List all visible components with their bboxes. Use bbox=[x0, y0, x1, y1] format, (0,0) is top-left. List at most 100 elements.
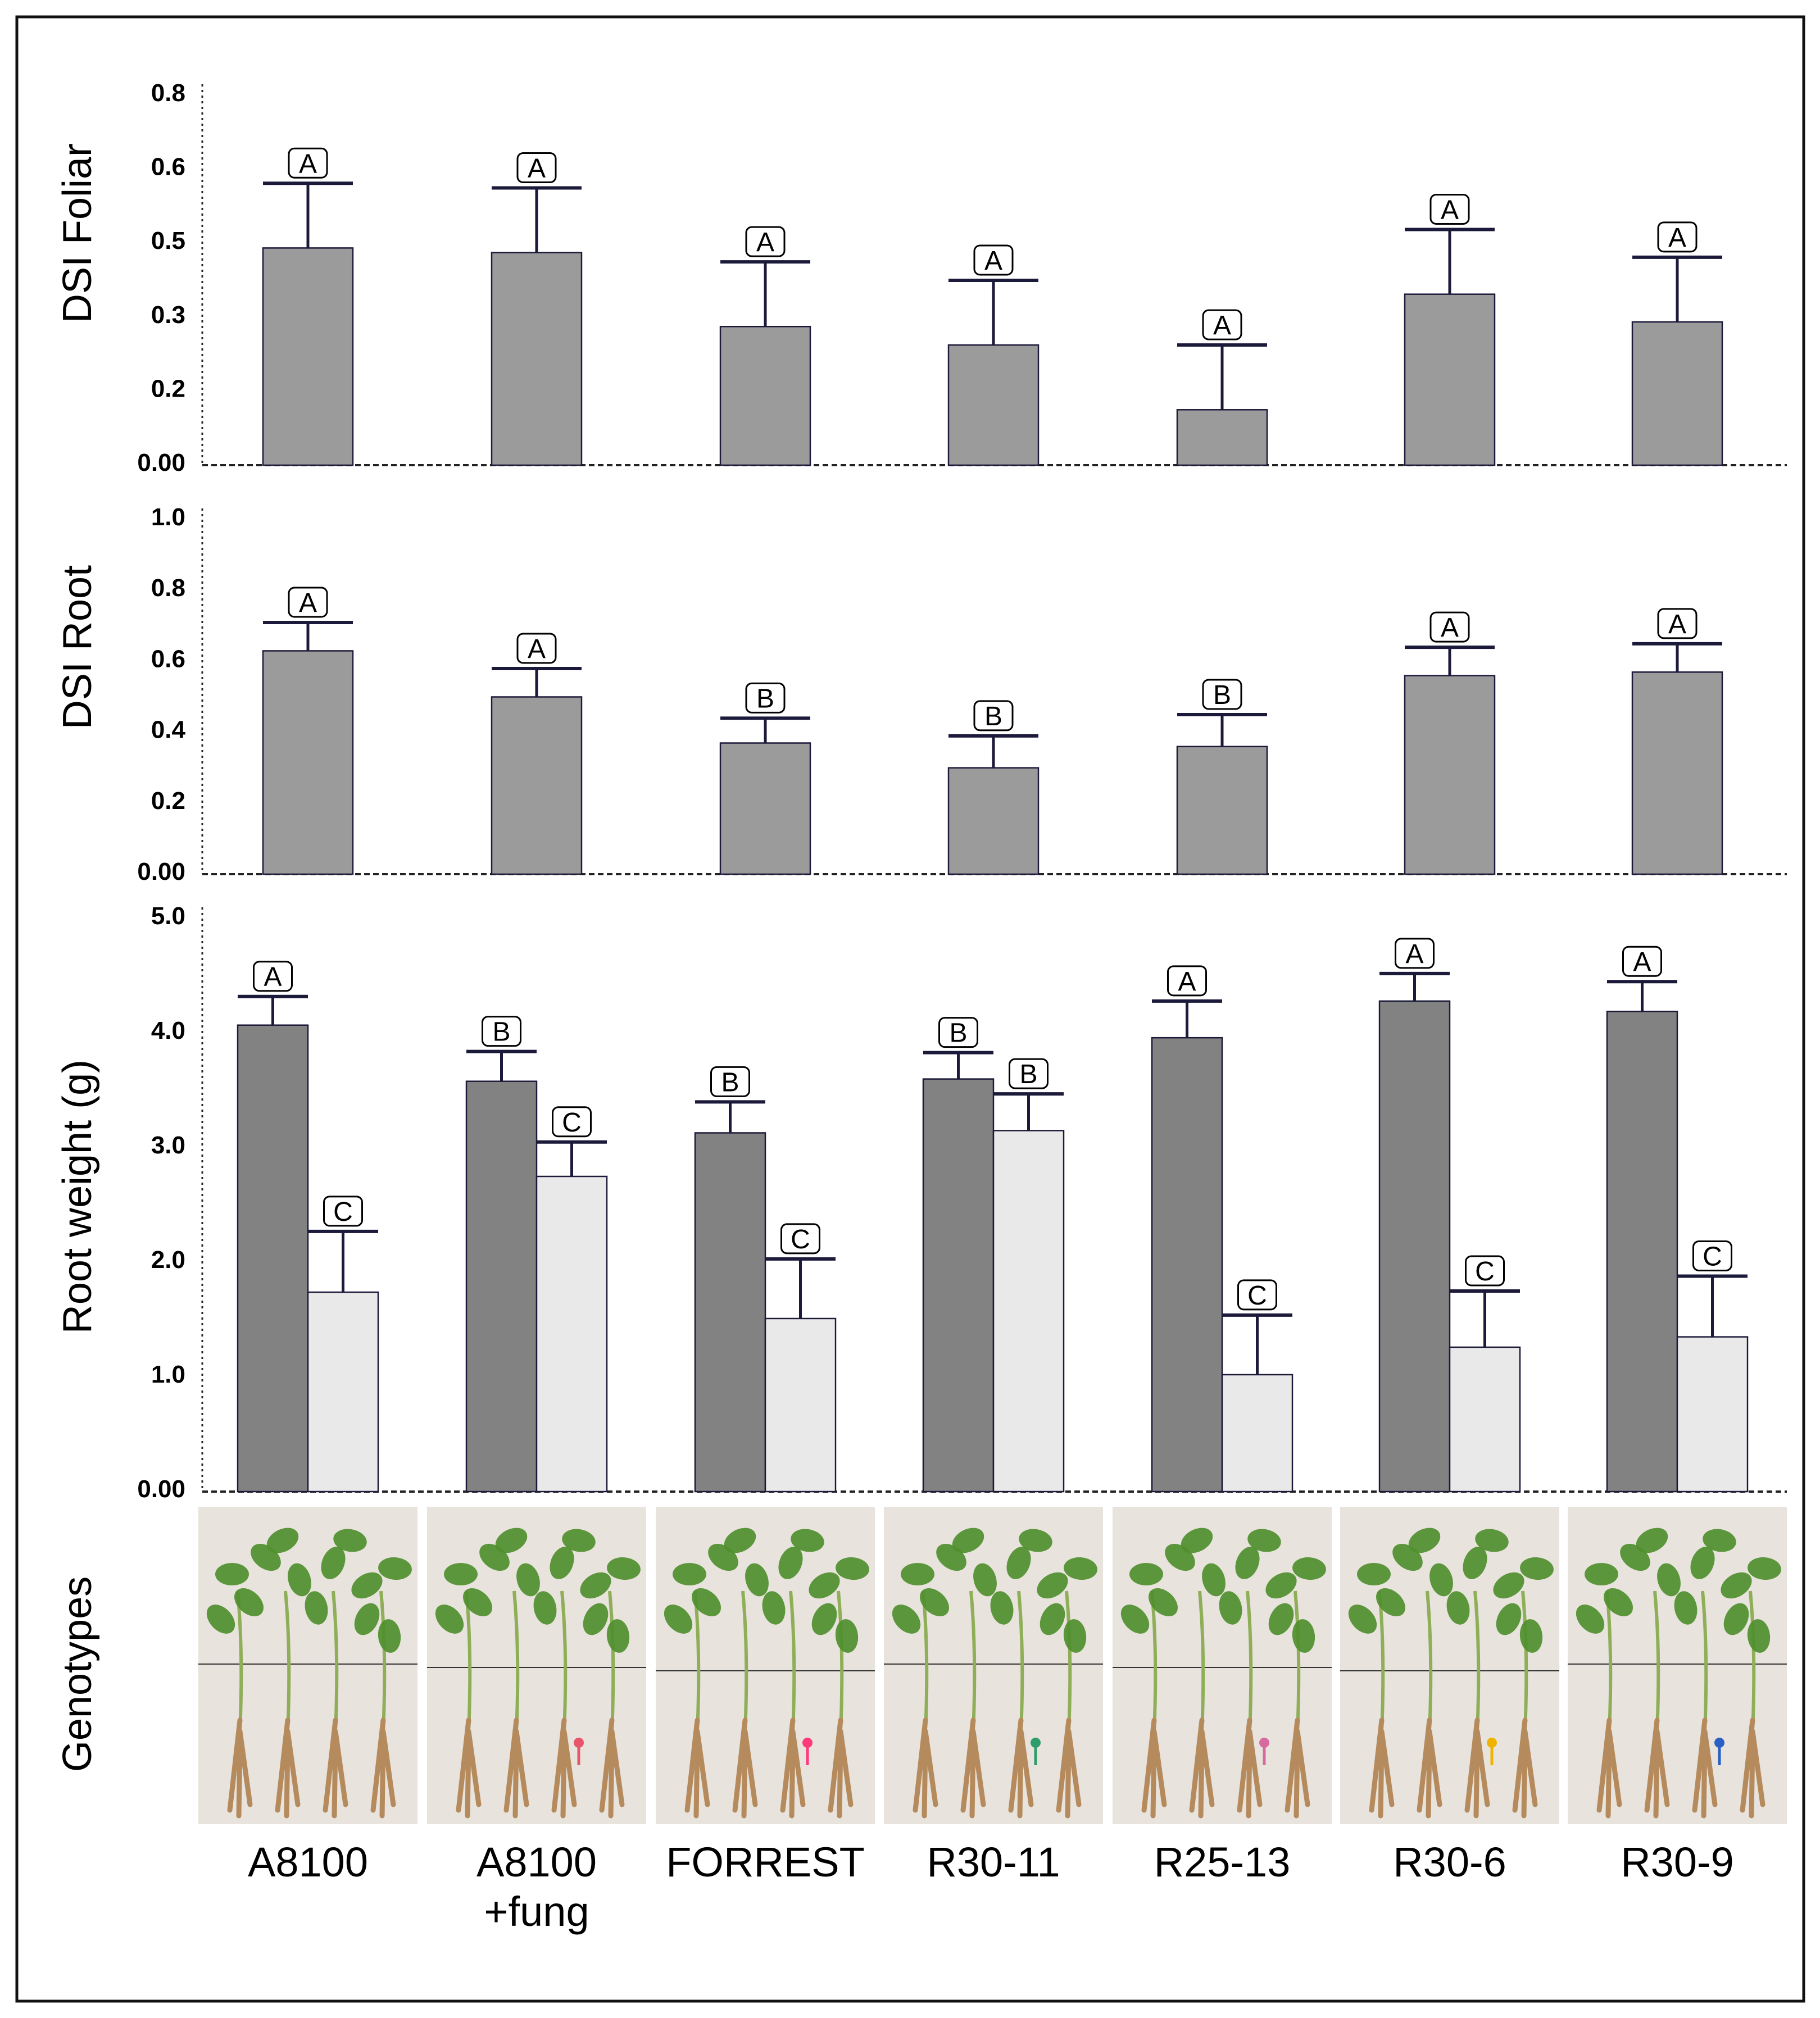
plant-leaf bbox=[562, 1529, 596, 1552]
plant-leaf bbox=[206, 1605, 235, 1634]
plant-root bbox=[1141, 1717, 1167, 1819]
significance-box bbox=[516, 633, 557, 664]
plant-leaf bbox=[1247, 1529, 1281, 1552]
plant-stem bbox=[1017, 1590, 1024, 1732]
plant-leaf bbox=[288, 1563, 311, 1597]
significance-letter: C bbox=[1475, 1257, 1495, 1287]
plant-root bbox=[1056, 1717, 1082, 1819]
plant-tag-head bbox=[802, 1738, 813, 1748]
significance-box bbox=[973, 700, 1014, 731]
plant-root bbox=[1285, 1717, 1310, 1819]
bar bbox=[1176, 409, 1268, 466]
plant-root bbox=[1369, 1717, 1395, 1819]
plant-leaf bbox=[664, 1605, 693, 1634]
y-tick-label: 0.3 bbox=[151, 301, 185, 329]
plant-leaf bbox=[1721, 1572, 1752, 1599]
bar bbox=[1404, 675, 1496, 875]
plant-leaf bbox=[1723, 1603, 1749, 1635]
significance-letter: B bbox=[949, 1019, 967, 1048]
plant-stem bbox=[512, 1590, 520, 1732]
plant-leaf bbox=[1019, 1529, 1052, 1552]
plant-root bbox=[1464, 1717, 1490, 1819]
plant-stem bbox=[608, 1590, 615, 1732]
plant-leaf bbox=[351, 1572, 383, 1599]
bar bbox=[719, 326, 811, 466]
plant-leaf bbox=[354, 1603, 380, 1635]
significance-letter: A bbox=[1668, 223, 1686, 253]
plant-leaf bbox=[1120, 1605, 1150, 1634]
plant-leaf bbox=[835, 1619, 859, 1653]
plant-leaf bbox=[1446, 1591, 1470, 1625]
plant-root bbox=[732, 1717, 758, 1819]
genotype-photos bbox=[198, 1507, 1787, 1824]
plant-stem bbox=[1065, 1590, 1072, 1732]
bar bbox=[1151, 1037, 1223, 1493]
significance-letter: B bbox=[756, 684, 774, 713]
plant-leaf bbox=[516, 1563, 540, 1597]
plant-root bbox=[684, 1717, 710, 1819]
bar bbox=[1631, 671, 1723, 875]
plant-root bbox=[370, 1717, 396, 1819]
plant-stem bbox=[741, 1590, 748, 1732]
significance-letter: B bbox=[1019, 1060, 1037, 1089]
plant-stem bbox=[1473, 1590, 1481, 1732]
plant-tag-head bbox=[1714, 1738, 1724, 1748]
plant-leaf bbox=[234, 1588, 264, 1616]
plant-leaf bbox=[583, 1603, 609, 1635]
plant-stem bbox=[1521, 1590, 1528, 1732]
bar bbox=[764, 1317, 837, 1493]
plant-leaf bbox=[1357, 1563, 1391, 1585]
significance-box bbox=[745, 682, 786, 713]
plant-leaf bbox=[791, 1529, 824, 1552]
significance-box bbox=[482, 1016, 521, 1047]
plant-leaf bbox=[1129, 1563, 1163, 1585]
plant-leaf bbox=[1063, 1619, 1087, 1653]
significance-letter: B bbox=[721, 1067, 739, 1097]
plant-leaf bbox=[435, 1605, 464, 1634]
significance-letter: A bbox=[1405, 939, 1423, 969]
ylabel-root-weight: Root weight (g) bbox=[55, 1060, 100, 1334]
plant-leaf bbox=[919, 1588, 950, 1616]
significance-letter: B bbox=[1213, 680, 1231, 710]
plant-leaf bbox=[444, 1563, 478, 1585]
plant-tag-head bbox=[1259, 1738, 1269, 1748]
plant-leaf bbox=[1585, 1563, 1618, 1585]
plant-leaf bbox=[550, 1547, 574, 1579]
bar bbox=[992, 1130, 1065, 1493]
y-tick-label: 0.4 bbox=[151, 716, 186, 744]
significance-letter: C bbox=[562, 1108, 582, 1138]
plant-root bbox=[1417, 1717, 1442, 1819]
genotype-label: A8100 bbox=[248, 1839, 368, 1885]
plant-root bbox=[323, 1717, 348, 1819]
y-tick-label: 0.8 bbox=[151, 79, 185, 107]
significance-letter: A bbox=[1441, 613, 1459, 643]
plant-tag-head bbox=[1031, 1738, 1041, 1748]
plant-root bbox=[599, 1717, 625, 1819]
genotype-label: FORREST bbox=[666, 1839, 865, 1885]
bar bbox=[307, 1291, 379, 1493]
plant-root bbox=[503, 1717, 529, 1819]
significance-box bbox=[288, 587, 328, 618]
y-tick-label: 5.0 bbox=[151, 902, 185, 930]
significance-letter: A bbox=[1178, 967, 1196, 997]
significance-letter: C bbox=[333, 1197, 353, 1227]
bar bbox=[922, 1078, 995, 1493]
panel-dsi-root: 1.0 0.8 0.6 0.4 0.2 0.00 A A B B B A A bbox=[137, 503, 1787, 885]
ylabel-genotypes: Genotypes bbox=[55, 1576, 100, 1772]
plant-leaf bbox=[1219, 1591, 1242, 1625]
plant-leaf bbox=[462, 1588, 493, 1616]
plant-leaf bbox=[1463, 1547, 1487, 1579]
bar bbox=[1676, 1336, 1749, 1493]
plant-leaf bbox=[673, 1563, 706, 1585]
plant-leaf bbox=[1603, 1588, 1633, 1616]
significance-letter: C bbox=[791, 1225, 810, 1255]
bar bbox=[1221, 1374, 1293, 1493]
plant-leaf bbox=[1348, 1605, 1377, 1634]
plant-leaf bbox=[305, 1591, 328, 1625]
plant-leaf bbox=[809, 1572, 840, 1599]
y-tick-label: 0.2 bbox=[151, 375, 185, 402]
plant-stem bbox=[1749, 1590, 1756, 1732]
significance-box bbox=[1202, 679, 1242, 710]
significance-box bbox=[1465, 1255, 1505, 1287]
